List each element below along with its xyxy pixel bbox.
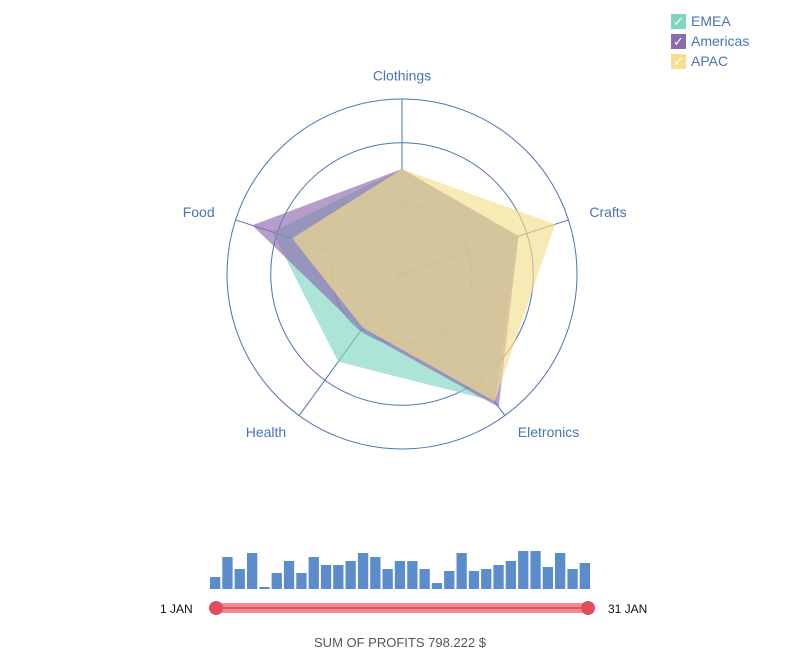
day-bar[interactable] (394, 561, 406, 589)
day-bar[interactable] (407, 561, 418, 589)
day-bar[interactable] (357, 553, 369, 589)
legend-item-emea[interactable]: ✓ EMEA (671, 11, 749, 31)
day-bar[interactable] (431, 583, 443, 589)
day-bar[interactable] (530, 551, 541, 589)
slider-line (216, 607, 588, 609)
axis-label-crafts: Crafts (589, 204, 626, 220)
day-bar[interactable] (505, 561, 516, 589)
day-bar[interactable] (271, 573, 282, 589)
day-bar[interactable] (259, 587, 270, 589)
axis-label-eletronics: Eletronics (518, 424, 579, 440)
day-bar[interactable] (456, 553, 467, 589)
radar-chart: Clothings Crafts Eletronics Health Food (183, 68, 627, 450)
legend-label: EMEA (691, 13, 731, 29)
legend-item-apac[interactable]: ✓ APAC (671, 51, 749, 71)
day-bar[interactable] (320, 565, 332, 589)
day-bar[interactable] (247, 553, 258, 589)
day-bar[interactable] (444, 571, 455, 589)
check-icon: ✓ (671, 53, 686, 69)
legend: ✓ EMEA ✓ Americas ✓ APAC (671, 11, 749, 71)
day-bar[interactable] (283, 561, 295, 589)
check-icon: ✓ (671, 33, 686, 49)
legend-label: APAC (691, 53, 729, 69)
day-bar[interactable] (493, 565, 504, 589)
day-bar[interactable] (210, 577, 221, 589)
day-bar[interactable] (345, 561, 356, 589)
day-bar[interactable] (296, 573, 307, 589)
axis-label-health: Health (246, 424, 286, 440)
range-start-label: 1 JAN (160, 602, 193, 616)
range-end-label: 31 JAN (608, 602, 648, 616)
check-icon: ✓ (671, 13, 686, 29)
legend-label: Americas (691, 33, 750, 49)
range-start-handle[interactable] (209, 601, 223, 615)
day-bar[interactable] (481, 569, 492, 589)
day-bar[interactable] (308, 557, 319, 589)
profit-summary: SUM OF PROFITS 798.222 $ (314, 635, 486, 650)
day-bar[interactable] (333, 565, 344, 589)
day-bar[interactable] (382, 569, 393, 589)
day-bar[interactable] (542, 567, 553, 589)
axis-label-food: Food (183, 204, 215, 220)
day-bar[interactable] (518, 551, 529, 589)
series-area-apac[interactable] (292, 169, 556, 402)
axis-label-clothings: Clothings (373, 68, 431, 84)
day-bar[interactable] (234, 569, 245, 589)
day-bar[interactable] (370, 557, 381, 589)
range-end-handle[interactable] (581, 601, 595, 615)
day-bar[interactable] (222, 557, 233, 589)
day-bar[interactable] (555, 553, 566, 589)
legend-item-americas[interactable]: ✓ Americas (671, 31, 749, 51)
day-bar[interactable] (468, 571, 480, 589)
day-bar[interactable] (579, 563, 590, 589)
daily-bar-chart (210, 551, 590, 589)
day-bar[interactable] (567, 569, 578, 589)
day-bar[interactable] (419, 569, 430, 589)
